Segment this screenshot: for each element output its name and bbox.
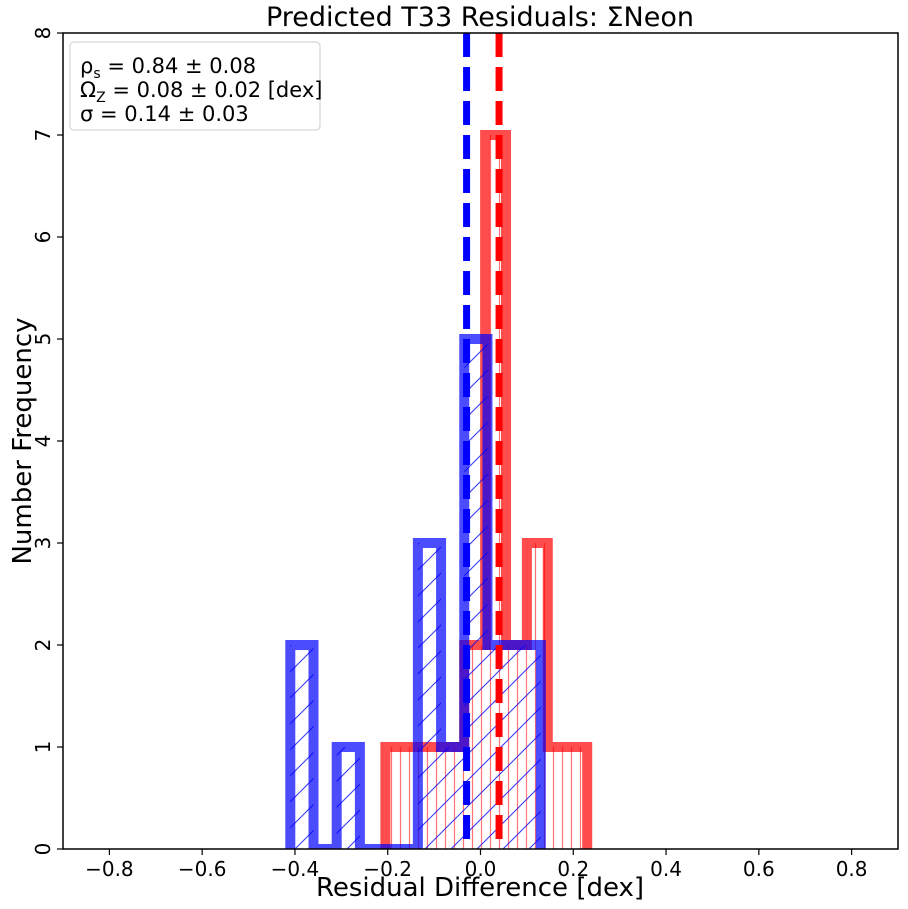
y-tick-label: 3	[31, 537, 55, 550]
bar-red-6	[547, 747, 588, 849]
legend-entry-spearman: ρs = 0.84 ± 0.08	[80, 54, 256, 82]
legend-subscript-s: s	[93, 66, 100, 82]
histogram-series-layer	[285, 130, 593, 849]
x-tick-label: −0.6	[178, 857, 227, 881]
y-tick-label: 8	[31, 27, 55, 40]
chart-title: Predicted T33 Residuals: ΣNeon	[266, 2, 694, 33]
bar-blue-6	[441, 747, 465, 849]
y-tick-label: 7	[31, 129, 55, 142]
y-axis-label: Number Frequency	[8, 317, 38, 564]
legend-entry-omega: ΩZ = 0.08 ± 0.02 [dex]	[80, 78, 322, 106]
y-axis-ticks: 0 1 2 3 4 5 6 7 8	[31, 27, 63, 856]
plot-area	[285, 33, 593, 849]
legend-symbol-sigma: σ	[80, 102, 93, 126]
legend-subscript-z: Z	[96, 90, 106, 106]
legend-value-rho: = 0.84 ± 0.08	[101, 54, 256, 78]
legend-symbol-rho: ρ	[80, 54, 93, 78]
x-tick-label: 0.2	[557, 857, 589, 881]
bar-blue-5	[417, 543, 442, 849]
x-tick-label: −0.4	[271, 857, 320, 881]
y-tick-label: 0	[31, 843, 55, 856]
mean-lines-layer	[463, 33, 503, 849]
x-tick-label: 0.0	[465, 857, 497, 881]
outline-blue	[285, 334, 546, 849]
x-axis-label: Residual Difference [dex]	[316, 873, 644, 903]
legend: ρs = 0.84 ± 0.08 ΩZ = 0.08 ± 0.02 [dex] …	[69, 41, 322, 131]
y-tick-label: 2	[31, 639, 55, 652]
y-tick-label: 5	[31, 333, 55, 346]
legend-value-omega: = 0.08 ± 0.02 [dex]	[106, 78, 323, 102]
legend-symbol-omega: Ω	[80, 78, 96, 102]
x-axis-ticks: −0.8 −0.6 −0.4 −0.2 0.0 0.2 0.4 0.6 0.8	[85, 849, 868, 881]
x-tick-label: 0.8	[836, 857, 868, 881]
bar-blue-0	[290, 645, 314, 849]
legend-box	[69, 41, 321, 131]
legend-value-sigma: = 0.14 ± 0.03	[93, 102, 248, 126]
x-tick-label: 0.4	[650, 857, 682, 881]
y-tick-label: 6	[31, 231, 55, 244]
y-tick-label: 1	[31, 741, 55, 754]
bar-blue-2	[336, 747, 360, 849]
bar-blue-8	[487, 645, 541, 849]
x-tick-label: 0.6	[743, 857, 775, 881]
y-tick-label: 4	[31, 435, 55, 448]
legend-entry-sigma: σ = 0.14 ± 0.03	[80, 102, 249, 126]
x-tick-label: −0.8	[85, 857, 134, 881]
x-tick-label: −0.2	[363, 857, 412, 881]
